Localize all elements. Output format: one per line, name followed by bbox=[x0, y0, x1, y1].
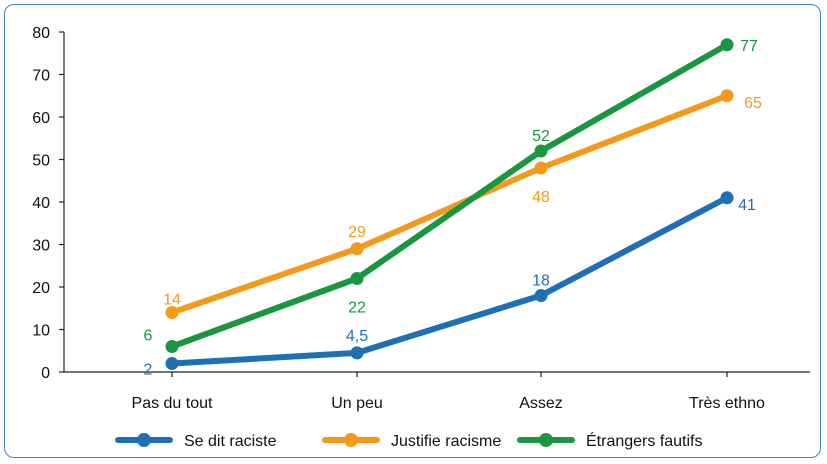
legend-swatch-marker bbox=[539, 433, 553, 447]
y-tick-label: 20 bbox=[32, 280, 50, 297]
data-label: 29 bbox=[348, 224, 366, 241]
x-tick-label: Très ethno bbox=[689, 395, 765, 412]
series-line bbox=[169, 41, 730, 350]
data-label: 41 bbox=[738, 197, 756, 214]
series-line bbox=[169, 194, 730, 367]
data-point bbox=[720, 38, 734, 52]
data-labels: 2 4,5 18 41 14 29 48 65 6 22 52 77 bbox=[144, 38, 762, 379]
data-label: 6 bbox=[144, 328, 153, 345]
data-label: 77 bbox=[740, 38, 758, 55]
legend-label: Justifie racisme bbox=[391, 433, 501, 450]
data-point bbox=[350, 346, 364, 360]
data-label: 14 bbox=[163, 292, 181, 309]
data-label: 2 bbox=[144, 362, 153, 379]
data-label: 52 bbox=[532, 128, 550, 145]
y-tick-label: 30 bbox=[32, 238, 50, 255]
y-tick-label: 80 bbox=[32, 25, 50, 42]
data-point bbox=[350, 242, 364, 256]
data-point bbox=[534, 161, 548, 175]
y-tick-label: 10 bbox=[32, 323, 50, 340]
legend-swatch-marker bbox=[344, 433, 358, 447]
data-point bbox=[720, 89, 734, 103]
data-point bbox=[165, 340, 179, 353]
series-lines bbox=[165, 38, 734, 370]
x-tick-label: Assez bbox=[519, 395, 563, 412]
x-tick-label: Pas du tout bbox=[132, 395, 214, 412]
y-tick-label: 70 bbox=[32, 68, 50, 85]
data-point bbox=[534, 144, 548, 158]
y-tick-label: 50 bbox=[32, 153, 50, 170]
data-point bbox=[165, 306, 179, 319]
data-label: 65 bbox=[744, 95, 762, 112]
data-point bbox=[350, 272, 364, 285]
data-point bbox=[534, 289, 548, 302]
axes: 0 10 20 30 40 50 60 70 80 Pas du tout Un peu Assez T… bbox=[32, 25, 810, 412]
data-label: 18 bbox=[532, 273, 550, 290]
data-label: 48 bbox=[532, 189, 550, 206]
x-tick-label: Un peu bbox=[331, 395, 383, 412]
chart-frame bbox=[4, 4, 821, 458]
data-label: 22 bbox=[348, 300, 366, 317]
y-tick-label: 0 bbox=[41, 365, 50, 382]
y-tick-label: 60 bbox=[32, 110, 50, 127]
legend-label: Se dit raciste bbox=[184, 433, 277, 450]
legend: Se dit raciste Justifie racisme Étrangers … bbox=[115, 431, 703, 450]
y-tick-label: 40 bbox=[32, 195, 50, 212]
series-line bbox=[169, 92, 730, 316]
legend-label: Étrangers fautifs bbox=[586, 431, 703, 450]
data-point bbox=[720, 191, 734, 205]
data-label: 4,5 bbox=[346, 328, 368, 345]
data-point bbox=[165, 357, 179, 370]
legend-swatch-marker bbox=[137, 433, 151, 447]
